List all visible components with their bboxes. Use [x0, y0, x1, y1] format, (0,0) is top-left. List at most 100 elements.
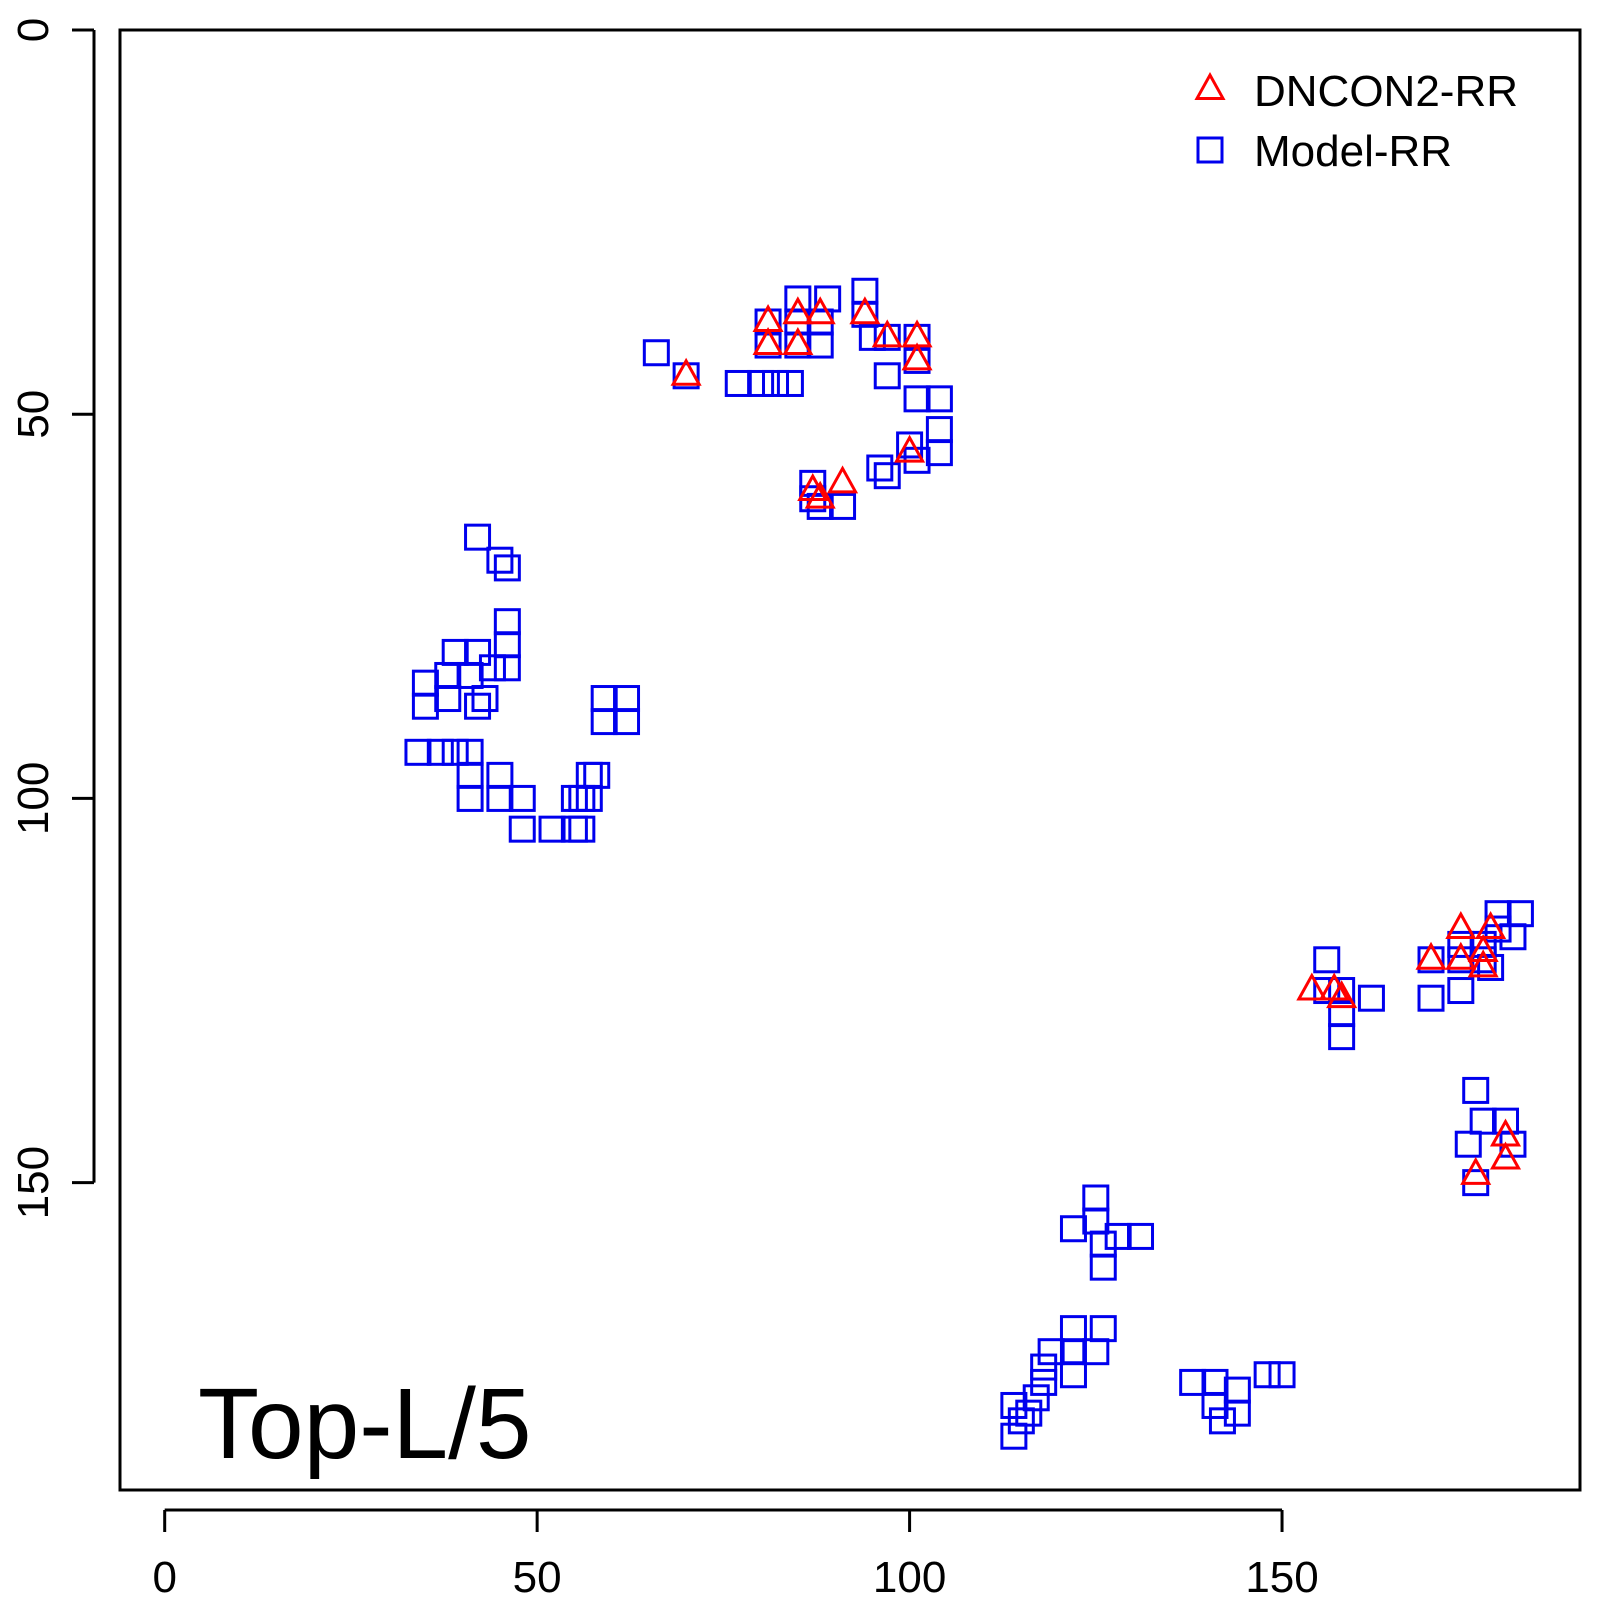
model-rr-point	[866, 454, 894, 482]
model-rr-point	[724, 369, 752, 397]
model-rr-point	[456, 784, 484, 812]
model-rr-point	[1059, 1215, 1087, 1243]
model-rr-point	[478, 654, 506, 682]
dncon2-rr-point	[782, 327, 814, 356]
model-rr-point	[486, 546, 514, 574]
dncon2-rr-point	[670, 357, 702, 386]
legend-marker-triangle	[1194, 71, 1226, 100]
model-rr-point	[642, 339, 670, 367]
dncon2-rr-point	[894, 434, 926, 463]
legend-label: Model-RR	[1254, 127, 1452, 176]
model-rr-point	[486, 784, 514, 812]
model-rr-point	[1357, 984, 1385, 1012]
model-rr-point	[471, 685, 499, 713]
model-rr-point	[1201, 1368, 1229, 1396]
model-rr-point	[1089, 1253, 1117, 1281]
x-tick-label: 150	[1245, 1553, 1318, 1600]
model-rr-point	[1417, 984, 1445, 1012]
model-rr-point	[776, 369, 804, 397]
dncon2-rr-point	[1475, 911, 1507, 940]
model-rr-point	[613, 708, 641, 736]
model-rr-point	[1454, 1130, 1482, 1158]
model-rr-point	[1268, 1361, 1296, 1389]
model-rr-point	[560, 784, 588, 812]
model-rr-point	[575, 784, 603, 812]
model-rr-point	[1447, 930, 1475, 958]
dncon2-rr-point	[1467, 934, 1499, 963]
model-rr-point	[1059, 1315, 1087, 1343]
model-rr-point	[456, 738, 484, 766]
model-rr-point	[903, 385, 931, 413]
dncon2-rr-point	[804, 480, 836, 509]
legend-marker-square	[1196, 136, 1224, 164]
model-rr-point	[1037, 1338, 1065, 1366]
model-rr-point	[560, 815, 588, 843]
model-rr-point	[1015, 1399, 1043, 1427]
model-rr-point	[411, 669, 439, 697]
model-rr-point	[1082, 1207, 1110, 1235]
model-rr-point	[1208, 1407, 1236, 1435]
model-rr-point	[1328, 1023, 1356, 1051]
model-rr-point	[1030, 1353, 1058, 1381]
dncon2-rr-point	[1326, 980, 1358, 1009]
model-rr-point	[441, 738, 469, 766]
dncon2-rr-point	[1460, 1156, 1492, 1185]
model-rr-point	[590, 685, 618, 713]
chart-annotation: Top-L/5	[198, 1368, 532, 1480]
model-rr-point	[873, 462, 901, 490]
model-rr-point	[464, 692, 492, 720]
model-rr-point	[493, 608, 521, 636]
model-rr-point	[1201, 1391, 1229, 1419]
data-points	[404, 277, 1534, 1450]
model-rr-point	[1223, 1376, 1251, 1404]
model-rr-point	[493, 554, 521, 582]
model-rr-point	[508, 815, 536, 843]
model-rr-point	[434, 685, 462, 713]
model-rr-point	[590, 708, 618, 736]
model-rr-point	[583, 761, 611, 789]
model-rr-point	[858, 323, 886, 351]
y-tick-label: 0	[9, 18, 58, 42]
model-rr-point	[1007, 1407, 1035, 1435]
model-rr-point	[464, 523, 492, 551]
model-rr-point	[1477, 953, 1505, 981]
model-rr-point	[925, 439, 953, 467]
model-rr-point	[508, 784, 536, 812]
model-rr-point	[1127, 1222, 1155, 1250]
y-axis: 0 50 100 150	[9, 18, 96, 1219]
x-axis: 0 50 100 150	[152, 1508, 1319, 1600]
model-rr-point	[1469, 1107, 1497, 1135]
dncon2-rr-point	[752, 327, 784, 356]
dncon2-rr-point	[1489, 1118, 1522, 1147]
model-rr-point	[486, 761, 514, 789]
model-rr-point	[1313, 946, 1341, 974]
model-rr-point	[568, 815, 596, 843]
model-rr-point	[1089, 1230, 1117, 1258]
model-rr-point	[441, 638, 469, 666]
model-rr-point	[1506, 900, 1534, 928]
model-rr-point	[411, 692, 439, 720]
legend-label: DNCON2-RR	[1254, 67, 1518, 116]
model-rr-point	[873, 362, 901, 390]
dncon2-rr-point	[871, 319, 903, 348]
model-rr-point	[1022, 1384, 1050, 1412]
dncon2-rr-point	[901, 342, 933, 371]
model-rr-point	[925, 385, 953, 413]
model-rr-point	[896, 431, 924, 459]
dncon2-rr-point	[1415, 941, 1447, 970]
dncon2-rr-point	[827, 465, 859, 494]
x-tick-label: 50	[513, 1553, 562, 1600]
model-rr-point	[747, 369, 775, 397]
dncon2-rr-point	[1445, 911, 1477, 940]
dncon2-rr-point	[1445, 941, 1477, 970]
model-rr-point	[568, 784, 596, 812]
model-rr-point	[1000, 1391, 1028, 1419]
x-tick-label: 100	[873, 1553, 946, 1600]
y-tick-label: 100	[9, 762, 58, 835]
model-rr-point	[456, 761, 484, 789]
dncon2-rr-point	[1489, 1141, 1522, 1170]
model-rr-point	[493, 631, 521, 659]
model-rr-point	[1462, 1076, 1490, 1104]
model-rr-point	[1179, 1368, 1207, 1396]
